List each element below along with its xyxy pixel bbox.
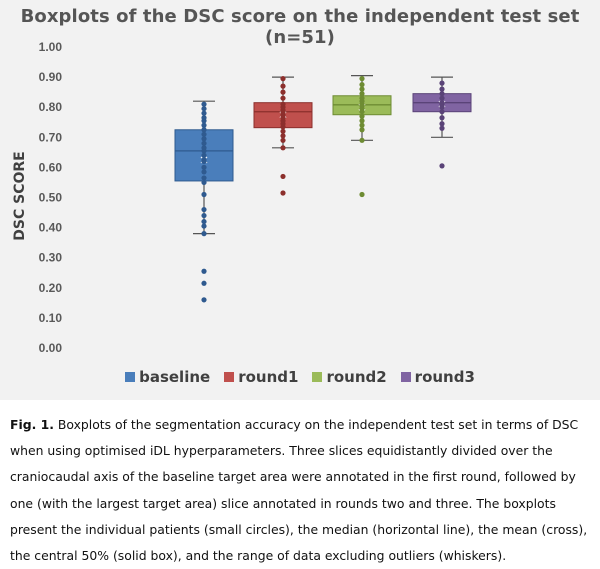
legend-item-round1: round1: [224, 368, 298, 386]
round1-point: [280, 83, 286, 89]
y-tick-label: 0.20: [39, 281, 63, 295]
baseline-point: [201, 169, 207, 175]
chart-title: Boxplots of the DSC score on the indepen…: [20, 6, 580, 48]
legend-swatch: [224, 372, 235, 382]
baseline-point: [201, 131, 207, 137]
round1-point: [280, 89, 286, 95]
round3-point: [439, 163, 445, 169]
figure-caption: Fig. 1. Boxplots of the segmentation acc…: [10, 412, 595, 569]
baseline-point: [201, 268, 207, 274]
round2-point: [359, 91, 365, 97]
round2-point: [359, 137, 365, 143]
baseline-point: [201, 297, 207, 303]
round1-point: [280, 133, 286, 139]
baseline-point: [201, 145, 207, 151]
baseline-point: [201, 101, 207, 107]
baseline-point: [201, 175, 207, 181]
baseline-point: [201, 206, 207, 213]
round2-point: [359, 118, 365, 124]
y-tick-label: 0.60: [39, 160, 63, 174]
round2-point: [359, 191, 365, 198]
baseline-point: [201, 212, 207, 219]
legend: baseline round1 round2 round3: [0, 368, 600, 386]
y-tick-label: 0.90: [39, 70, 63, 84]
round3-point: [439, 109, 445, 115]
baseline-point: [201, 157, 207, 163]
baseline-point: [201, 218, 207, 225]
round1-point: [280, 101, 286, 107]
legend-swatch: [312, 372, 323, 382]
baseline-point: [201, 127, 207, 133]
round2-point: [359, 95, 365, 101]
baseline-point: [201, 191, 207, 198]
y-tick-label: 0.10: [39, 311, 63, 325]
baseline-point: [201, 164, 207, 170]
legend-item-baseline: baseline: [125, 368, 210, 386]
round3-point: [439, 80, 445, 86]
legend-item-round2: round2: [312, 368, 387, 386]
round2-point: [359, 82, 365, 88]
round3-point: [439, 95, 445, 101]
round3-point: [439, 121, 445, 127]
boxplot-chart: 0.00 0.10 0.20 0.30 0.40 0.50 0.60 0.70 0.80 0.90…: [39, 40, 472, 355]
legend-label: round3: [414, 368, 475, 386]
legend-swatch: [400, 372, 411, 382]
round1-point: [280, 137, 286, 143]
legend-swatch: [125, 372, 136, 382]
round3-point: [439, 125, 445, 131]
baseline-point: [201, 231, 207, 237]
round3-point: [439, 115, 445, 121]
round2-point: [359, 127, 365, 133]
y-tick-label: 1.00: [39, 40, 63, 54]
y-tick-label: 0.50: [39, 191, 63, 205]
y-tick-label: 0.00: [39, 341, 63, 355]
round2-point: [359, 113, 365, 119]
round1-point: [280, 76, 286, 82]
round1-point: [280, 145, 286, 151]
round2-point: [359, 86, 365, 92]
legend-label: round2: [326, 368, 387, 386]
round1-point: [280, 95, 286, 101]
baseline-point: [201, 106, 207, 112]
baseline-point: [201, 152, 207, 158]
y-tick-label: 0.30: [39, 251, 63, 265]
round1-point: [280, 190, 286, 196]
baseline-point: [201, 223, 207, 229]
baseline-point: [201, 140, 207, 146]
chart-panel: [0, 0, 600, 400]
caption-text: Boxplots of the segmentation accuracy on…: [10, 417, 588, 564]
y-tick-label: 0.70: [39, 130, 63, 144]
baseline-point: [201, 115, 207, 121]
caption-label: Fig. 1.: [10, 417, 54, 432]
baseline-point: [201, 110, 207, 116]
legend-label: baseline: [139, 368, 211, 386]
legend-item-round3: round3: [400, 368, 475, 386]
legend-label: round1: [238, 368, 299, 386]
round2-point: [359, 122, 365, 128]
round3-point: [439, 100, 445, 106]
round1-point: [280, 173, 286, 180]
round3-point: [439, 91, 445, 97]
round2-point: [359, 76, 365, 82]
y-tick-label: 0.80: [39, 100, 63, 114]
baseline-point: [201, 122, 207, 128]
y-tick-label: 0.40: [39, 221, 63, 235]
baseline-point: [201, 136, 207, 142]
round3-point: [439, 86, 445, 92]
baseline-point: [201, 179, 207, 186]
round1-point: [280, 128, 286, 134]
baseline-point: [201, 280, 207, 286]
